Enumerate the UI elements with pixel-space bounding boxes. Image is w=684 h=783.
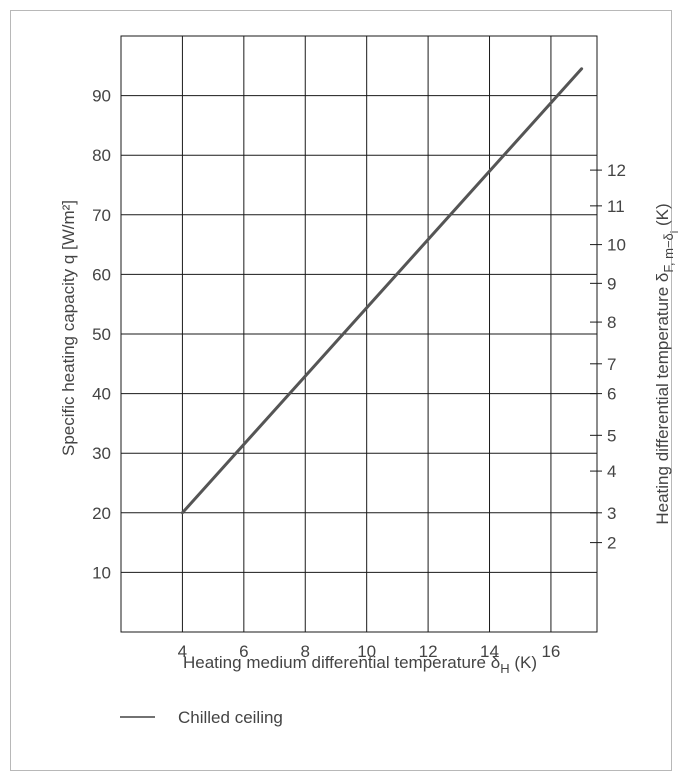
y2-tick-label: 11 — [607, 197, 625, 216]
x-tick-label: 8 — [301, 642, 310, 661]
y-tick-label: 90 — [92, 87, 111, 106]
y-tick-label: 40 — [92, 385, 111, 404]
grid-layer — [120, 35, 598, 633]
y-tick-label: 20 — [92, 504, 111, 523]
y2-tick-labels: 2 3 4 5 6 7 8 9 10 11 12 — [590, 161, 626, 553]
y2-tick-label: 12 — [607, 161, 626, 180]
y-tick-label: 10 — [92, 563, 111, 582]
x-tick-label: 6 — [239, 642, 248, 661]
y-tick-label: 50 — [92, 325, 111, 344]
x-tick-label: 10 — [357, 642, 376, 661]
y2-tick-label: 8 — [607, 313, 616, 332]
y-tick-labels: 10 20 30 40 50 60 70 80 90 — [92, 87, 111, 583]
x-axis-title: Heating medium differential temperature … — [183, 653, 537, 676]
y2-tick-label: 9 — [607, 274, 616, 293]
y-tick-label: 80 — [92, 146, 111, 165]
x-tick-label: 14 — [480, 642, 499, 661]
legend-label: Chilled ceiling — [178, 708, 283, 727]
y2-tick-label: 2 — [607, 534, 616, 553]
y2-tick-label: 3 — [607, 504, 616, 523]
y2-axis-title: Heating differential temperature δF, m−δ… — [653, 203, 681, 524]
y2-tick-label: 5 — [607, 426, 616, 445]
series-line-chilled-ceiling — [180, 67, 584, 515]
y2-tick-label: 6 — [607, 385, 616, 404]
x-tick-label: 12 — [419, 642, 438, 661]
x-tick-labels: 4 6 8 10 12 14 16 — [178, 642, 561, 661]
y-tick-label: 30 — [92, 444, 111, 463]
x-tick-label: 16 — [541, 642, 560, 661]
y2-tick-label: 10 — [607, 236, 626, 255]
x-tick-label: 4 — [178, 642, 187, 661]
legend: Chilled ceiling — [120, 708, 283, 727]
y-tick-label: 60 — [92, 265, 111, 284]
y-axis-title: Specific heating capacity q [W/m²] — [59, 200, 78, 456]
y-tick-label: 70 — [92, 206, 111, 225]
chart-frame — [10, 10, 672, 771]
y2-tick-label: 7 — [607, 355, 616, 374]
series-layer — [180, 67, 584, 515]
y2-tick-label: 4 — [607, 462, 616, 481]
